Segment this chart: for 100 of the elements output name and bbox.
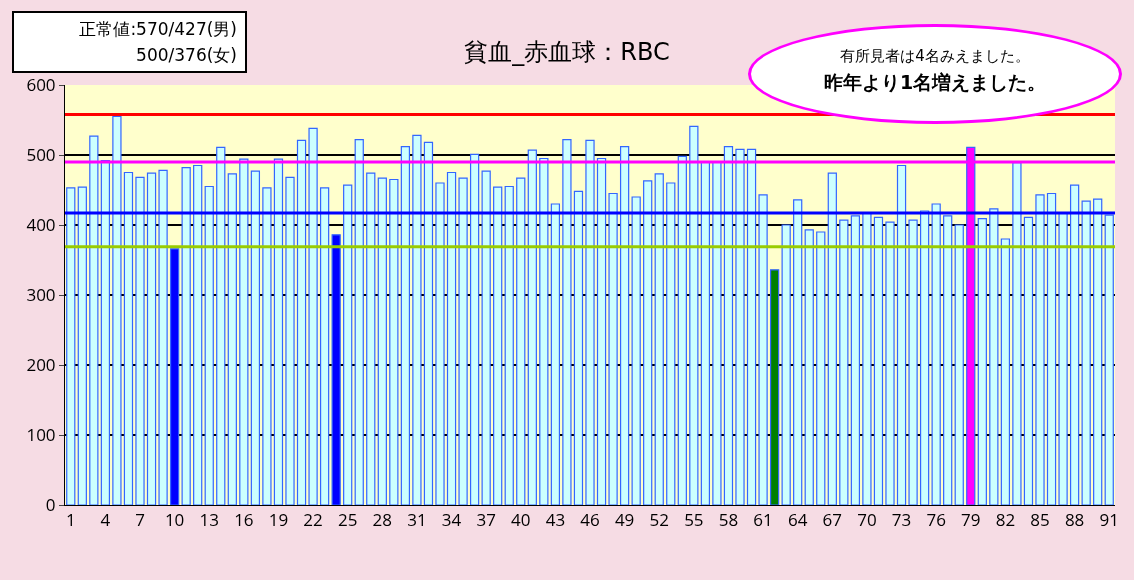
bar	[377, 177, 387, 505]
bar	[1023, 216, 1034, 505]
bar	[562, 139, 572, 505]
x-tick-label: 46	[580, 508, 600, 532]
bar	[446, 171, 457, 505]
bar	[158, 169, 168, 505]
bar	[366, 172, 376, 505]
bar	[412, 134, 422, 505]
bar	[873, 216, 884, 505]
bar	[919, 210, 930, 505]
bar	[585, 139, 595, 505]
bar	[77, 186, 87, 505]
x-tick-label: 73	[891, 508, 912, 532]
x-tick-label: 49	[614, 508, 635, 532]
bar	[262, 187, 272, 505]
y-tick-label: 400	[26, 212, 56, 236]
bar	[400, 146, 411, 505]
x-tick-label: 1	[65, 508, 76, 532]
bar	[169, 248, 180, 505]
x-tick-label: 37	[476, 508, 496, 532]
bar	[1104, 214, 1114, 505]
y-tick-label: 100	[26, 422, 56, 446]
bar	[193, 164, 203, 505]
bar	[435, 182, 445, 505]
x-tick-label: 28	[372, 508, 393, 532]
x-tick-label: 43	[545, 508, 566, 532]
bar	[596, 157, 607, 505]
x-tick-label: 70	[857, 508, 877, 532]
bar	[539, 157, 549, 505]
bar	[643, 180, 653, 505]
bar	[239, 158, 249, 505]
bar	[89, 135, 99, 505]
x-tick-label: 34	[441, 508, 462, 532]
x-tick-label: 31	[407, 508, 427, 532]
bar	[100, 160, 111, 505]
bar	[319, 187, 330, 505]
x-tick-label: 58	[718, 508, 739, 532]
bar	[250, 170, 261, 505]
bar	[343, 184, 353, 505]
bar	[827, 172, 837, 505]
annotation: 昨年より1名増えました。	[822, 70, 1048, 95]
bar	[850, 215, 861, 505]
bar	[285, 176, 295, 505]
x-tick-label: 40	[511, 508, 531, 532]
bar	[977, 218, 987, 505]
bar	[573, 190, 584, 505]
bar	[331, 234, 341, 505]
bar	[181, 167, 191, 505]
text: 500/376(女)	[135, 44, 237, 67]
bar	[793, 199, 803, 505]
bar	[1093, 198, 1103, 505]
bar	[677, 155, 687, 505]
bar	[527, 149, 537, 505]
bar	[1046, 192, 1057, 505]
y-tick-label: 300	[26, 282, 56, 306]
bar	[1058, 212, 1068, 505]
bar	[308, 127, 318, 505]
x-tick-label: 22	[303, 508, 323, 532]
bar	[666, 182, 676, 505]
bar	[816, 231, 826, 505]
x-tick-label: 55	[684, 508, 704, 532]
bar	[516, 177, 526, 505]
bar	[746, 148, 757, 505]
bar	[862, 212, 872, 505]
bar	[989, 208, 999, 505]
chart-title: 貧血_赤血球：RBC	[464, 38, 670, 67]
bar	[296, 139, 307, 505]
bar	[723, 146, 734, 505]
x-tick-label: 82	[995, 508, 1016, 532]
y-tick-label: 200	[26, 352, 56, 376]
bar	[931, 203, 941, 505]
bar	[216, 146, 226, 505]
y-tick-label: 0	[45, 492, 56, 516]
bar	[631, 196, 641, 505]
x-tick-label: 85	[1030, 508, 1050, 532]
x-tick-label: 4	[100, 508, 111, 532]
text: 正常値:570/427(男)	[78, 18, 237, 41]
x-tick-label: 25	[337, 508, 358, 532]
bar	[423, 141, 434, 505]
bar	[908, 219, 918, 505]
x-tick-label: 67	[822, 508, 843, 532]
bar	[700, 161, 711, 505]
x-tick-label: 7	[135, 508, 145, 532]
y-tick-label: 500	[26, 142, 56, 166]
bar	[146, 172, 157, 505]
x-tick-label: 16	[234, 508, 254, 532]
bar	[896, 164, 907, 505]
y-tick-label: 600	[26, 72, 56, 96]
bar	[469, 153, 480, 505]
bar	[504, 185, 514, 505]
bar	[135, 176, 145, 505]
x-tick-label: 61	[753, 508, 773, 532]
x-tick-label: 52	[649, 508, 669, 532]
bar	[123, 171, 134, 505]
bar	[1069, 184, 1080, 505]
x-tick-label: 91	[1099, 508, 1119, 532]
bar	[389, 178, 399, 505]
bar	[954, 224, 964, 505]
bar	[550, 203, 561, 505]
bar	[689, 125, 699, 505]
